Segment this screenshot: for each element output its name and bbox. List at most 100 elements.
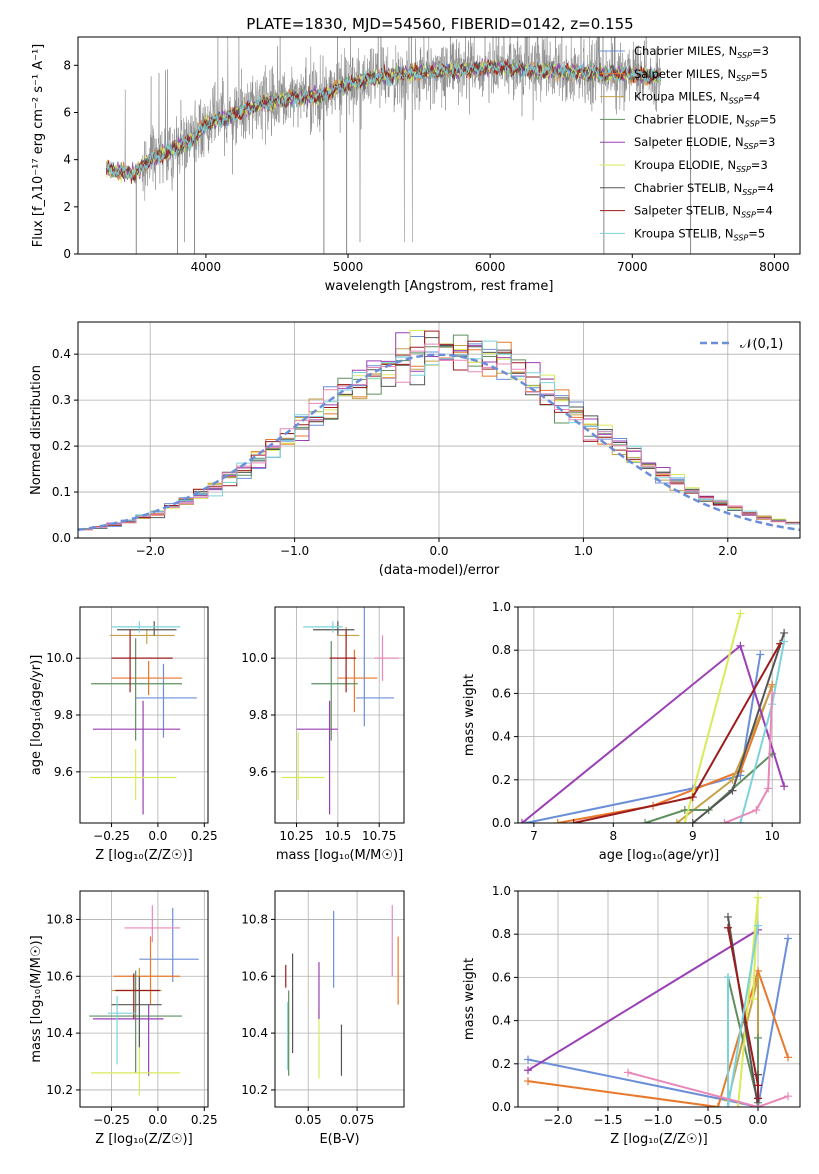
y-axis-label: age [log₁₀(age/yr)] bbox=[29, 655, 44, 776]
model-spectrum bbox=[106, 58, 662, 184]
x-tick-label: 1.0 bbox=[574, 544, 593, 558]
y-tick-label: 4 bbox=[63, 153, 71, 167]
legend-n-eq: = bbox=[757, 181, 767, 195]
y-axis-label: mass weight bbox=[462, 674, 477, 756]
weight-line bbox=[525, 654, 762, 823]
axes-frame bbox=[274, 890, 405, 1108]
y-tick-label: 0.0 bbox=[52, 531, 71, 545]
x-tick-label: 0.0 bbox=[748, 1113, 767, 1127]
y-tick-label: 10.2 bbox=[46, 1083, 73, 1097]
x-axis-label: age [log₁₀(age/yr)] bbox=[599, 848, 720, 863]
legend-n-eq: = bbox=[760, 112, 770, 126]
weight-marker bbox=[754, 1103, 762, 1107]
x-tick-label: 10 bbox=[765, 829, 780, 843]
legend-n-sub: SSP bbox=[741, 211, 756, 220]
x-axis-label: Z [log₁₀(Z/Z☉)] bbox=[95, 1132, 192, 1147]
weight-marker bbox=[672, 819, 681, 823]
legend-n-eq: = bbox=[743, 90, 753, 104]
x-tick-label: 0.05 bbox=[295, 1113, 322, 1127]
y-tick-label: 0.6 bbox=[492, 686, 511, 700]
legend-n-prefix: , N bbox=[720, 67, 736, 81]
legend-entry: Salpeter MILES, NSSP=5 bbox=[634, 67, 768, 83]
legend-n-eq: = bbox=[758, 135, 768, 149]
weight-marker bbox=[754, 1081, 762, 1090]
weight-lines bbox=[518, 609, 789, 823]
x-tick-label: −0.5 bbox=[693, 1113, 722, 1127]
weight-marker bbox=[724, 1103, 732, 1107]
legend-n-prefix: , N bbox=[718, 226, 734, 240]
legend-n-sub: SSP bbox=[745, 119, 760, 128]
weight-marker bbox=[524, 1077, 532, 1086]
weight-marker bbox=[754, 1094, 762, 1103]
observed-spectrum bbox=[106, 37, 661, 243]
y-tick-label: 1.0 bbox=[492, 884, 511, 898]
x-tick-label: 0.0 bbox=[429, 544, 448, 558]
weight-marker bbox=[754, 893, 762, 902]
y-axis-label: Normed distribution bbox=[29, 365, 44, 495]
x-axis-label: mass [log₁₀(M/M☉)] bbox=[276, 848, 403, 863]
legend-label: Kroupa STELIB bbox=[634, 226, 718, 240]
weight-marker bbox=[756, 650, 765, 659]
y-tick-label: 8 bbox=[63, 58, 71, 72]
x-axis-label: E(B-V) bbox=[319, 1132, 359, 1147]
x-tick-label: 10.25 bbox=[279, 829, 313, 843]
x-tick-label: 4000 bbox=[191, 260, 222, 274]
legend-entry: Kroupa STELIB, NSSP=5 bbox=[634, 226, 765, 242]
legend-entry: 𝒩(0,1) bbox=[740, 337, 783, 352]
weight-line bbox=[683, 613, 742, 823]
legend-n-prefix: , N bbox=[729, 112, 745, 126]
weight-marker bbox=[724, 923, 732, 932]
x-tick-label: 10.75 bbox=[362, 829, 396, 843]
legend-n-prefix: , N bbox=[725, 204, 741, 218]
y-tick-label: 9.8 bbox=[249, 708, 268, 722]
y-tick-label: 0 bbox=[63, 247, 71, 261]
legend-n-eq: = bbox=[751, 67, 761, 81]
weight-marker bbox=[780, 628, 789, 637]
x-tick-label: 2.0 bbox=[718, 544, 737, 558]
x-tick-label: 10.5 bbox=[324, 829, 351, 843]
y-tick-label: 0.3 bbox=[52, 393, 71, 407]
weight-marker bbox=[688, 793, 697, 802]
y-tick-label: 10.8 bbox=[46, 912, 73, 926]
legend-n-value: 4 bbox=[753, 90, 760, 104]
weight-marker bbox=[688, 819, 697, 823]
x-tick-label: −2.0 bbox=[136, 544, 165, 558]
y-tick-label: 10.0 bbox=[241, 651, 268, 665]
legend-n-prefix: , N bbox=[720, 158, 736, 172]
y-tick-label: 0.2 bbox=[492, 1057, 511, 1071]
legend-n-sub: SSP bbox=[742, 188, 757, 197]
figure-title: PLATE=1830, MJD=54560, FIBERID=0142, z=0… bbox=[246, 15, 633, 33]
weight-line bbox=[644, 753, 773, 823]
y-axis-label: Flux [f_λ10⁻¹⁷ erg cm⁻² s⁻¹ A⁻¹] bbox=[31, 44, 46, 248]
spectrum-panel: 4000 5000 6000 7000 8000 0 2 4 6 8 wavelength [Ang… bbox=[31, 36, 801, 294]
y-tick-label: 10.6 bbox=[46, 969, 73, 983]
y-tick-label: 10.6 bbox=[241, 969, 268, 983]
legend-n-prefix: , N bbox=[728, 135, 744, 149]
y-tick-label: 9.6 bbox=[249, 765, 268, 779]
x-tick-label: 7 bbox=[530, 829, 538, 843]
weight-line bbox=[727, 925, 759, 1107]
residual-histogram-panel: −2.0 −1.0 0.0 1.0 2.0 0.0 0.1 0.2 0.3 0.4 (data-mo… bbox=[29, 321, 801, 578]
legend-label: Chabrier MILES bbox=[634, 44, 721, 58]
weight-line bbox=[527, 929, 759, 1072]
weight-marker bbox=[764, 784, 773, 793]
x-tick-label: −1.5 bbox=[593, 1113, 622, 1127]
x-tick-label: 0.0 bbox=[148, 829, 167, 843]
weight-marker bbox=[752, 806, 761, 815]
legend-n-sub: SSP bbox=[737, 51, 752, 60]
x-axis-label: Z [log₁₀(Z/Z☉)] bbox=[610, 1132, 707, 1147]
y-tick-label: 0.2 bbox=[52, 439, 71, 453]
legend-n-eq: = bbox=[748, 226, 758, 240]
mass-vs-ebv-panel: 0.05 0.075 10.2 10.4 10.6 10.8 E(B-V) bbox=[241, 890, 405, 1147]
legend-entry: Salpeter STELIB, NSSP=4 bbox=[634, 204, 773, 220]
y-axis-label: mass weight bbox=[462, 958, 477, 1040]
weight-marker bbox=[780, 637, 789, 646]
y-tick-label: 0.0 bbox=[492, 816, 511, 830]
y-tick-label: 2 bbox=[63, 200, 71, 214]
weight-marker bbox=[754, 1033, 762, 1042]
y-tick-label: 10.0 bbox=[46, 651, 73, 665]
legend-entry: Chabrier STELIB, NSSP=4 bbox=[634, 181, 774, 197]
y-tick-label: 6 bbox=[63, 105, 71, 119]
x-tick-label: −2.0 bbox=[543, 1113, 572, 1127]
legend-n-sub: SSP bbox=[736, 165, 751, 174]
